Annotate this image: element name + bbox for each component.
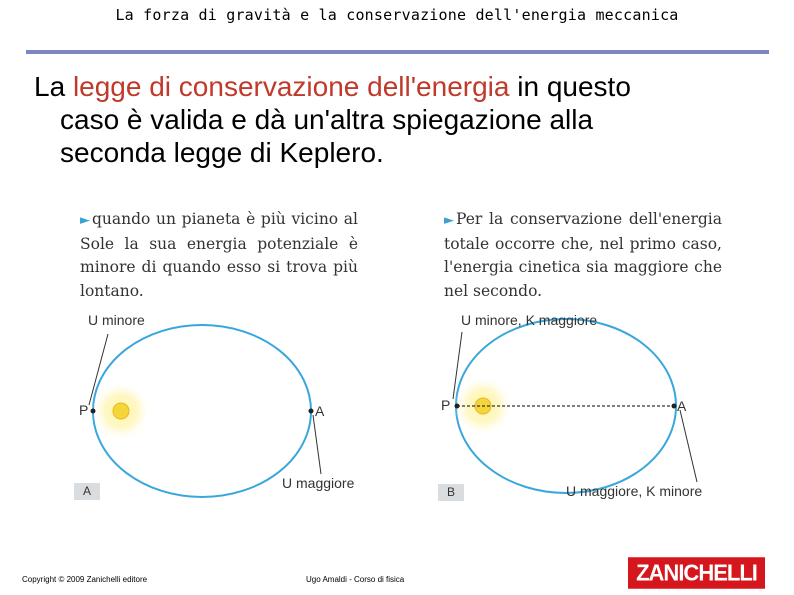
figure-b-label-a: A	[677, 398, 687, 414]
figure-b-diagram	[452, 318, 698, 494]
figure-b-label-top: U minore, K maggiore	[461, 312, 598, 328]
figure-b-leader-bottom	[679, 409, 698, 483]
lead-line-3: seconda legge di Keplero.	[60, 137, 384, 168]
figure-a-label-a: A	[315, 403, 325, 419]
footer-copyright: Copyright © 2009 Zanichelli editore	[22, 575, 148, 584]
figure-a-sun	[112, 402, 130, 420]
lead-pre: La	[34, 71, 73, 102]
figure-a-label-top: U minore	[88, 312, 145, 328]
footer-author: Ugo Amaldi - Corso di fisica	[306, 575, 405, 584]
figure-b-leader-top	[452, 331, 463, 400]
figure-b-label-bottom: U maggiore, K minore	[566, 483, 703, 499]
figure-b-tag: B	[438, 484, 464, 501]
lead-line-2: caso è valida e dà un'altra spiegazione …	[60, 104, 594, 135]
figure-b-caption-box: ► Per la conservazione dell'energia total…	[444, 208, 722, 303]
figure-b-label-p: P	[441, 397, 451, 413]
figure-a-tag: A	[74, 483, 100, 500]
figure-a-point-a	[308, 408, 314, 414]
figure-a-diagram	[88, 324, 322, 498]
figure-a-label-bottom: U maggiore	[282, 475, 355, 491]
figure-a-caption: quando un pianeta è più vicino al Sole l…	[80, 210, 358, 300]
lead-paragraph: La legge di conservazione dell'energia i…	[34, 70, 740, 169]
slide-title: La forza di gravità e la conservazione d…	[115, 6, 679, 24]
figure-b-point-p	[454, 403, 460, 409]
figure-b-caption: Per la conservazione dell'energia totale…	[444, 210, 722, 300]
figure-a-caption-box: ► quando un pianeta è più vicino al Sole …	[80, 208, 358, 303]
figure-a-point-p	[90, 408, 96, 414]
lead-highlight: legge di conservazione dell'energia	[72, 71, 510, 102]
triangle-bullet-icon: ►	[80, 213, 90, 228]
figure-a-leader-top	[88, 333, 109, 406]
lead-post: in questo	[509, 71, 631, 102]
triangle-bullet-icon: ►	[444, 213, 454, 228]
zanichelli-logo: ZANICHELLI	[628, 557, 765, 589]
figure-a-label-p: P	[79, 402, 89, 418]
figure-b-point-a	[671, 403, 677, 409]
title-divider	[26, 50, 769, 54]
figure-a-leader-bottom	[312, 414, 322, 475]
